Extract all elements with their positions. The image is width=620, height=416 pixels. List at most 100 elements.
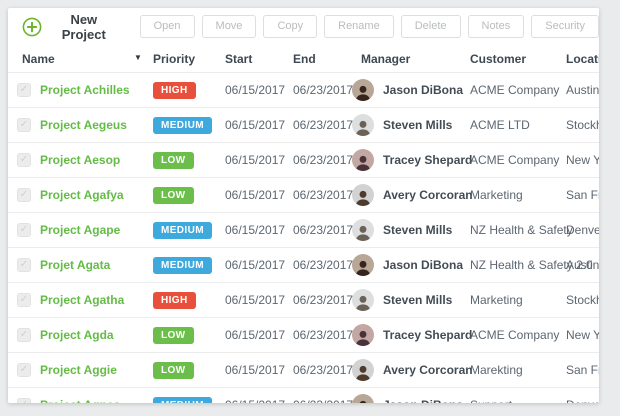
table-body: ✓ Project Achilles HIGH 06/15/2017 06/23… bbox=[8, 72, 599, 403]
check-icon: ✓ bbox=[19, 154, 29, 165]
table-header: Name ▼ Priority Start End Manager Custom… bbox=[8, 45, 599, 72]
projects-panel: New Project Open Move Copy Rename Delete Note… bbox=[8, 8, 599, 403]
end-date: 06/23/2017 bbox=[293, 223, 354, 237]
end-date: 06/23/2017 bbox=[293, 118, 354, 132]
toolbar-button-notes[interactable]: Notes bbox=[467, 15, 525, 38]
row-checkbox[interactable]: ✓ bbox=[17, 223, 31, 237]
location: Denver, CO bbox=[558, 398, 599, 403]
table-row[interactable]: ✓ Project Aegeus MEDIUM 06/15/2017 06/23… bbox=[8, 107, 599, 142]
customer-name: Marekting bbox=[470, 363, 523, 377]
project-name-link[interactable]: Project Aesop bbox=[40, 153, 121, 167]
table-row[interactable]: ✓ Project Aggie LOW 06/15/2017 06/23/201… bbox=[8, 352, 599, 387]
start-date: 06/15/2017 bbox=[225, 118, 286, 132]
row-checkbox[interactable]: ✓ bbox=[17, 363, 31, 377]
priority-badge: LOW bbox=[153, 326, 194, 344]
start-date: 06/15/2017 bbox=[225, 188, 286, 202]
table-row[interactable]: ✓ Project Agnes MEDIUM 06/15/2017 06/23/… bbox=[8, 387, 599, 403]
priority-badge: MEDIUM bbox=[153, 396, 212, 403]
row-checkbox[interactable]: ✓ bbox=[17, 83, 31, 97]
customer-name: ACME Company bbox=[470, 83, 560, 97]
start-date: 06/15/2017 bbox=[225, 83, 286, 97]
project-name-link[interactable]: Project Aegeus bbox=[40, 118, 127, 132]
check-icon: ✓ bbox=[19, 329, 29, 340]
row-checkbox[interactable]: ✓ bbox=[17, 153, 31, 167]
end-date: 06/23/2017 bbox=[287, 398, 353, 403]
project-name-link[interactable]: Project Aggie bbox=[40, 363, 117, 377]
location: New York bbox=[566, 153, 599, 167]
manager-avatar bbox=[352, 149, 374, 171]
column-header-start[interactable]: Start bbox=[225, 51, 253, 66]
row-checkbox[interactable]: ✓ bbox=[17, 118, 31, 132]
end-date: 06/23/2017 bbox=[293, 188, 354, 202]
table-row[interactable]: ✓ Project Agda LOW 06/15/2017 06/23/2017… bbox=[8, 317, 599, 352]
toolbar-button-rename[interactable]: Rename bbox=[324, 15, 394, 38]
row-checkbox[interactable]: ✓ bbox=[17, 293, 31, 307]
end-date: 06/23/2017 bbox=[293, 328, 354, 342]
row-checkbox[interactable]: ✓ bbox=[17, 328, 31, 342]
priority-badge: HIGH bbox=[153, 81, 196, 99]
table-row[interactable]: ✓ Project Agatha HIGH 06/15/2017 06/23/2… bbox=[8, 282, 599, 317]
priority-badge: LOW bbox=[153, 151, 194, 169]
manager-avatar bbox=[352, 79, 374, 101]
column-header-end[interactable]: End bbox=[293, 51, 316, 66]
project-name-link[interactable]: Project Agape bbox=[40, 223, 121, 237]
start-date: 06/15/2017 bbox=[225, 363, 286, 377]
column-header-name[interactable]: Name ▼ bbox=[22, 51, 142, 66]
location: San Francisco bbox=[566, 188, 599, 202]
end-date: 06/23/2017 bbox=[293, 83, 354, 97]
project-name-link[interactable]: Project Agda bbox=[40, 328, 114, 342]
toolbar-button-open[interactable]: Open bbox=[139, 15, 195, 38]
manager-name: Steven Mills bbox=[383, 118, 453, 132]
toolbar-button-move[interactable]: Move bbox=[201, 15, 257, 38]
toolbar-button-copy[interactable]: Copy bbox=[263, 15, 318, 38]
manager-name: Tracey Shepard bbox=[383, 153, 473, 167]
customer-name: ACME Company bbox=[470, 153, 560, 167]
table-row[interactable]: ✓ Project Aesop LOW 06/15/2017 06/23/201… bbox=[8, 142, 599, 177]
customer-name: ACME Company bbox=[470, 328, 560, 342]
table-row[interactable]: ✓ Project Agafya LOW 06/15/2017 06/23/20… bbox=[8, 177, 599, 212]
new-project-button[interactable]: New Project bbox=[22, 12, 118, 42]
customer-name: Support bbox=[462, 398, 558, 403]
manager-avatar bbox=[352, 289, 374, 311]
priority-badge: MEDIUM bbox=[153, 256, 212, 274]
manager-name: Jason DiBona bbox=[383, 398, 463, 403]
toolbar-button-delete[interactable]: Delete bbox=[400, 15, 461, 38]
priority-badge: MEDIUM bbox=[153, 116, 212, 134]
row-checkbox[interactable]: ✓ bbox=[17, 398, 31, 403]
project-name-link[interactable]: Project Agnes bbox=[40, 398, 147, 403]
location: Stockholm bbox=[566, 293, 599, 307]
manager-avatar bbox=[352, 324, 374, 346]
manager-name: Avery Corcoran bbox=[383, 363, 473, 377]
project-name-link[interactable]: Project Agafya bbox=[40, 188, 124, 202]
check-icon: ✓ bbox=[19, 189, 29, 200]
column-header-location[interactable]: Location bbox=[566, 51, 599, 66]
column-header-manager[interactable]: Manager bbox=[361, 51, 411, 66]
row-checkbox[interactable]: ✓ bbox=[17, 188, 31, 202]
toolbar-button-security[interactable]: Security bbox=[531, 15, 599, 38]
manager-avatar bbox=[352, 184, 374, 206]
new-project-label: New Project bbox=[61, 11, 106, 42]
project-name-link[interactable]: Project Agatha bbox=[40, 293, 125, 307]
caret-down-icon[interactable]: ▼ bbox=[134, 52, 142, 62]
manager-avatar bbox=[352, 254, 374, 276]
start-date: 06/15/2017 bbox=[225, 328, 286, 342]
project-name-link[interactable]: Projet Agata bbox=[40, 258, 111, 272]
column-header-customer[interactable]: Customer bbox=[470, 51, 527, 66]
end-date: 06/23/2017 bbox=[293, 363, 354, 377]
priority-badge: LOW bbox=[153, 186, 194, 204]
priority-badge: LOW bbox=[153, 361, 194, 379]
customer-name: ACME LTD bbox=[470, 118, 530, 132]
project-name-link[interactable]: Project Achilles bbox=[40, 83, 130, 97]
customer-name: Marketing bbox=[470, 188, 523, 202]
manager-avatar bbox=[352, 394, 374, 403]
table-row[interactable]: ✓ Project Agape MEDIUM 06/15/2017 06/23/… bbox=[8, 212, 599, 247]
manager-name: Avery Corcoran bbox=[383, 188, 473, 202]
column-header-priority[interactable]: Priority bbox=[153, 51, 196, 66]
location: Denver, CO bbox=[566, 223, 599, 237]
toolbar: New Project Open Move Copy Rename Delete Note… bbox=[8, 8, 599, 45]
location: San Francisco bbox=[566, 363, 599, 377]
row-checkbox[interactable]: ✓ bbox=[17, 258, 31, 272]
table-row[interactable]: ✓ Project Achilles HIGH 06/15/2017 06/23… bbox=[8, 72, 599, 107]
table-row[interactable]: ✓ Projet Agata MEDIUM 06/15/2017 06/23/2… bbox=[8, 247, 599, 282]
manager-name: Jason DiBona bbox=[383, 83, 464, 97]
